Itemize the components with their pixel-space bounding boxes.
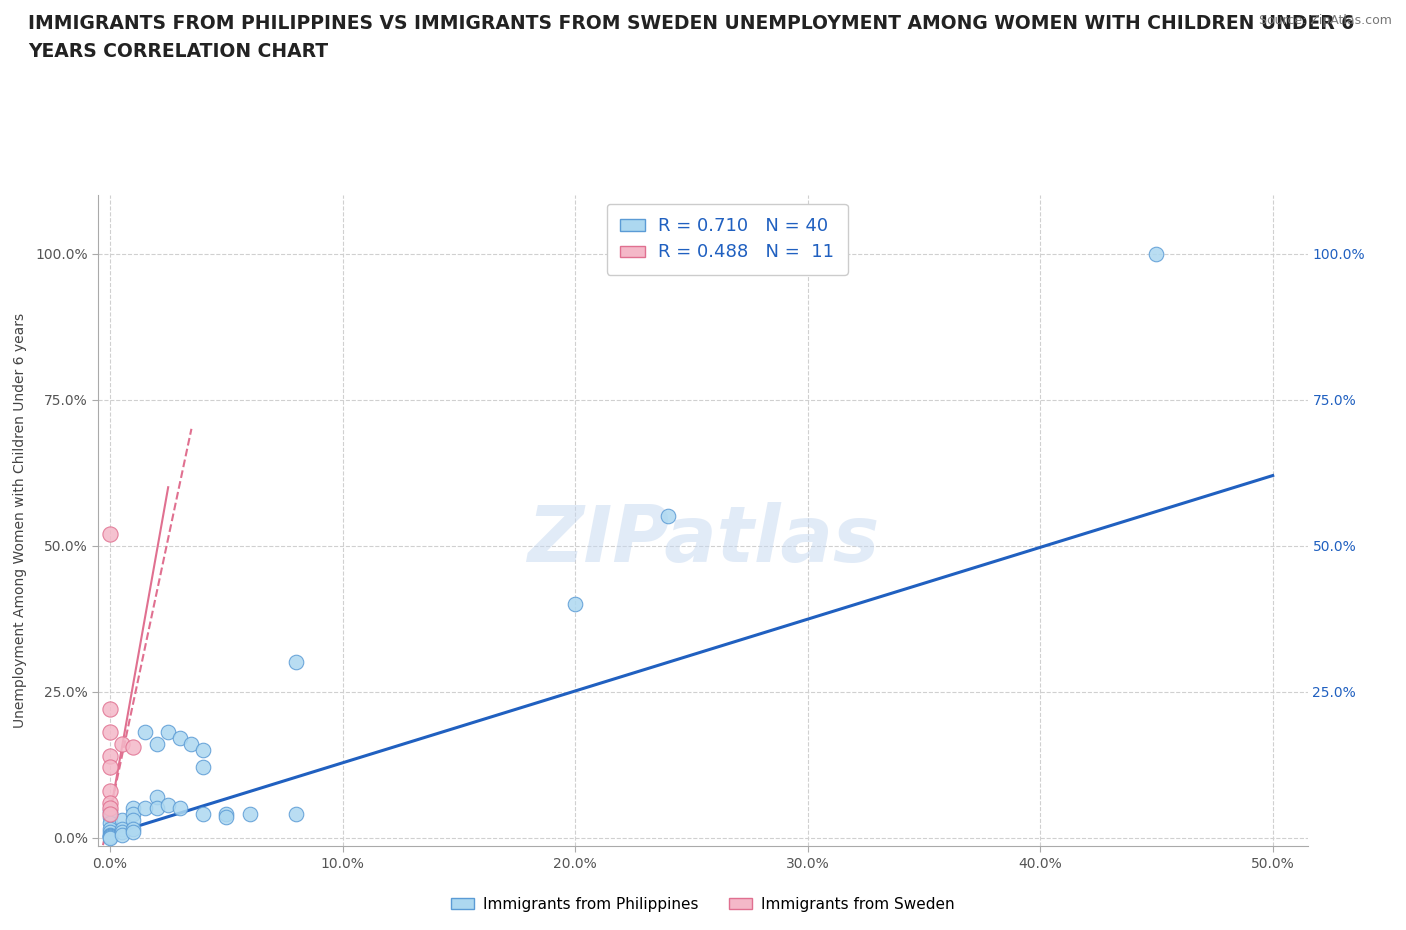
Point — [1144, 246, 1167, 261]
Point — [191, 760, 214, 775]
Point — [122, 801, 145, 816]
Point — [98, 749, 121, 764]
Point — [134, 725, 156, 740]
Point — [98, 824, 121, 839]
Point — [98, 829, 121, 844]
Point — [98, 829, 121, 844]
Point — [145, 737, 167, 751]
Point — [191, 742, 214, 757]
Point — [122, 821, 145, 836]
Point — [98, 526, 121, 541]
Text: Source: ZipAtlas.com: Source: ZipAtlas.com — [1258, 14, 1392, 27]
Point — [98, 804, 121, 818]
Point — [122, 739, 145, 754]
Point — [169, 801, 191, 816]
Point — [564, 596, 586, 611]
Point — [285, 655, 308, 670]
Point — [98, 816, 121, 830]
Point — [98, 827, 121, 842]
Point — [98, 830, 121, 845]
Point — [111, 821, 134, 836]
Point — [157, 725, 180, 740]
Point — [98, 701, 121, 716]
Point — [145, 790, 167, 804]
Point — [111, 813, 134, 828]
Point — [122, 824, 145, 839]
Point — [122, 806, 145, 821]
Point — [134, 801, 156, 816]
Text: IMMIGRANTS FROM PHILIPPINES VS IMMIGRANTS FROM SWEDEN UNEMPLOYMENT AMONG WOMEN W: IMMIGRANTS FROM PHILIPPINES VS IMMIGRANT… — [28, 14, 1354, 33]
Legend: Immigrants from Philippines, Immigrants from Sweden: Immigrants from Philippines, Immigrants … — [444, 891, 962, 918]
Point — [122, 813, 145, 828]
Point — [111, 827, 134, 842]
Point — [98, 806, 121, 821]
Point — [285, 806, 308, 821]
Point — [98, 725, 121, 740]
Point — [98, 821, 121, 836]
Point — [98, 795, 121, 810]
Point — [98, 760, 121, 775]
Point — [215, 810, 238, 825]
Point — [239, 806, 262, 821]
Point — [111, 737, 134, 751]
Point — [169, 731, 191, 746]
Point — [98, 783, 121, 798]
Point — [657, 509, 679, 524]
Point — [215, 806, 238, 821]
Text: ZIPatlas: ZIPatlas — [527, 502, 879, 578]
Point — [98, 810, 121, 825]
Text: YEARS CORRELATION CHART: YEARS CORRELATION CHART — [28, 42, 328, 60]
Point — [191, 806, 214, 821]
Point — [157, 798, 180, 813]
Point — [111, 824, 134, 839]
Y-axis label: Unemployment Among Women with Children Under 6 years: Unemployment Among Women with Children U… — [13, 313, 27, 728]
Legend: R = 0.710   N = 40, R = 0.488   N =  11: R = 0.710 N = 40, R = 0.488 N = 11 — [606, 204, 848, 274]
Point — [98, 830, 121, 844]
Point — [145, 801, 167, 816]
Point — [180, 737, 202, 751]
Point — [98, 801, 121, 816]
